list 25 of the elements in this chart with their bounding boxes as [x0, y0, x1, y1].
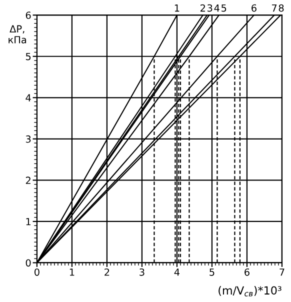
x-tick-label: 6	[244, 268, 250, 276]
series-label: 6	[252, 4, 256, 12]
x-tick-label: 3	[140, 268, 144, 276]
y-tick-label: 6	[26, 12, 31, 19]
y-tick-label: 2	[26, 176, 30, 184]
x-axis-title: (m/V$_{св}$)*10³	[218, 286, 282, 296]
series-label: 7	[272, 4, 277, 12]
x-tick-label: 0	[34, 268, 40, 276]
x-tick-label: 7	[280, 268, 284, 276]
x-tick-label: 2	[104, 268, 110, 276]
y-tick-label: 4	[26, 94, 31, 102]
x-tick-label: 5	[210, 268, 214, 276]
series-label: 5	[222, 4, 226, 12]
y-tick-label: 3	[26, 135, 31, 143]
series-label: 2	[200, 4, 205, 12]
y-tick-label: 1	[26, 218, 31, 226]
y-tick-label: 0	[26, 259, 31, 267]
series-label: 4	[214, 4, 220, 12]
series-label: 8	[278, 4, 284, 12]
x-tick-label: 4	[174, 268, 180, 276]
x-tick-label: 1	[70, 268, 74, 276]
series-label: 1	[174, 4, 180, 12]
series-label: 3	[208, 4, 212, 12]
y-tick-label: 5	[26, 52, 31, 60]
y-axis-title: ΔP, кПа	[8, 25, 26, 44]
